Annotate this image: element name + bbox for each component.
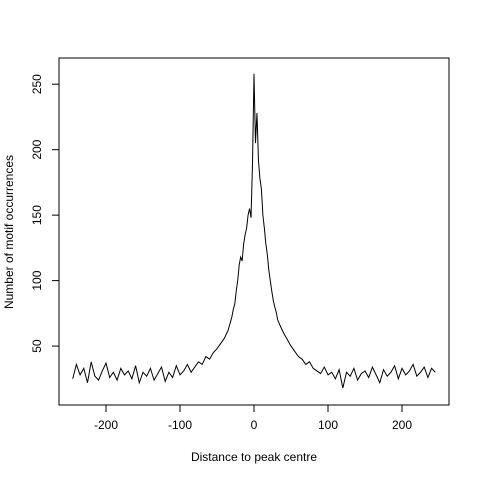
plot-frame: [58, 57, 450, 406]
data-line: [72, 73, 436, 389]
x-tick-label: 200: [392, 418, 412, 432]
y-tick-label: 50: [30, 339, 44, 353]
y-axis-label: Number of motif occurrences: [2, 155, 16, 309]
x-tick-label: 0: [251, 418, 258, 432]
y-tick-label: 150: [30, 205, 44, 225]
x-tick-label: 100: [318, 418, 338, 432]
x-axis-label: Distance to peak centre: [191, 450, 317, 464]
y-tick-label: 100: [30, 270, 44, 290]
x-tick-label: -200: [94, 418, 118, 432]
y-tick-label: 200: [30, 139, 44, 159]
y-tick-label: 250: [30, 74, 44, 94]
x-tick-label: -100: [168, 418, 192, 432]
